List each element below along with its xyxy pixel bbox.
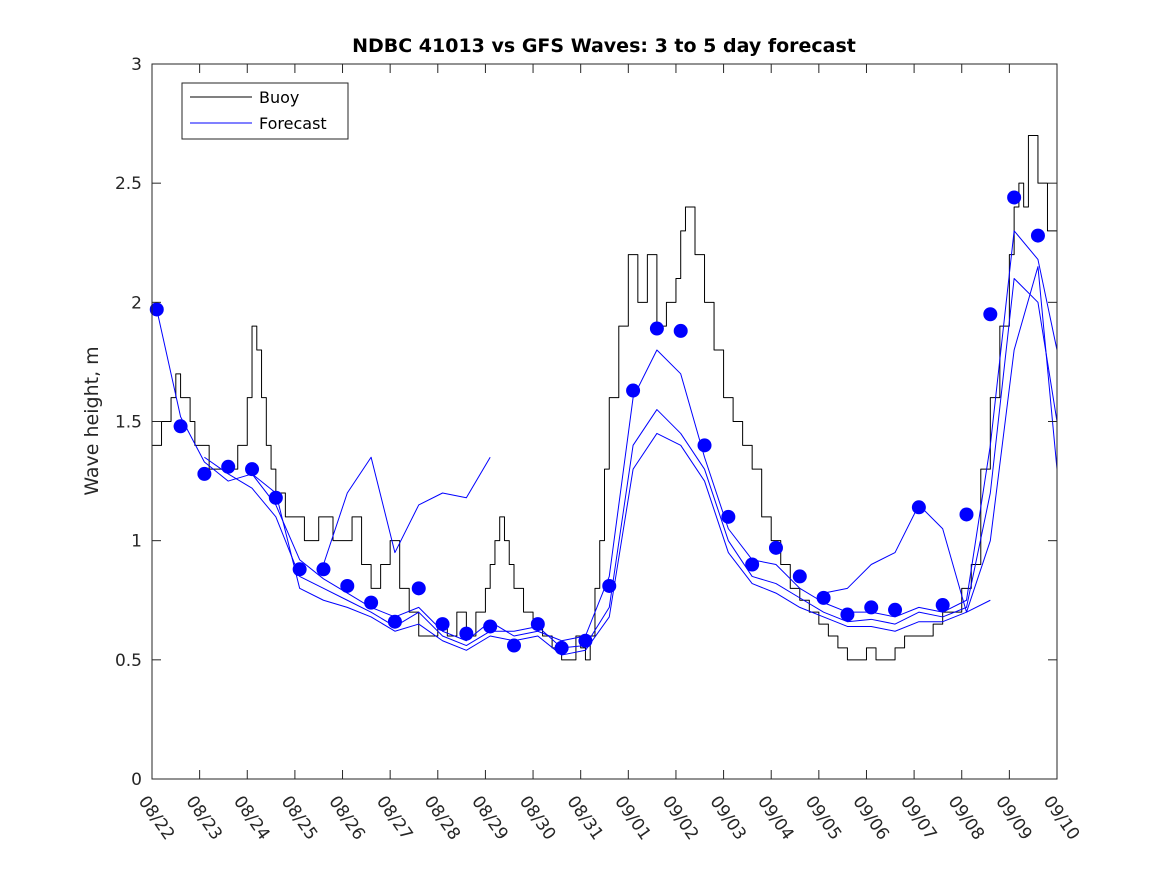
legend-buoy-label: Buoy [259,88,299,107]
forecast-line-4 [251,266,1058,656]
forecast-marker [483,619,498,634]
forecast-marker [1030,228,1045,243]
forecast-marker [364,595,379,610]
y-tick-label: 2 [131,293,142,313]
forecast-line-2 [156,230,1058,642]
forecast-marker [578,633,593,648]
marker-layer [149,190,1045,655]
y-tick-label: 0 [131,770,142,790]
forecast-marker [911,500,926,515]
forecast-marker [888,602,903,617]
y-tick-label: 1.5 [115,413,142,433]
forecast-marker [935,598,950,613]
plot-area [152,64,1057,779]
legend-forecast-label: Forecast [259,114,327,133]
forecast-marker [387,614,402,629]
forecast-marker [197,466,212,481]
forecast-marker [507,638,521,653]
forecast-marker [745,557,760,572]
series-layer [152,135,1058,661]
forecast-marker [292,562,307,577]
forecast-marker [673,323,688,338]
y-axis-label: Wave height, m [81,346,103,495]
forecast-marker [173,419,188,434]
forecast-marker [245,462,260,477]
forecast-marker [864,600,879,615]
forecast-line-5 [322,456,491,565]
forecast-marker [768,540,783,555]
forecast-marker [721,509,736,524]
forecast-marker [340,578,355,593]
forecast-marker [792,569,807,584]
forecast-marker [697,438,712,453]
forecast-marker [149,302,164,317]
forecast-marker [316,562,331,577]
forecast-marker [221,459,236,474]
forecast-line-6 [823,504,991,613]
forecast-marker [411,581,426,596]
legend-box [181,82,349,140]
y-tick-label: 1 [131,532,142,552]
forecast-line-3 [204,278,1058,649]
y-tick-label: 3 [131,55,142,75]
legend: Buoy Forecast [181,82,349,140]
chart-title: NDBC 41013 vs GFS Waves: 3 to 5 day fore… [352,35,856,57]
forecast-marker [840,607,855,622]
forecast-marker [435,617,450,632]
buoy-line [152,135,1058,661]
forecast-marker [459,626,474,641]
forecast-marker [816,590,831,605]
forecast-marker [983,307,998,322]
forecast-marker [602,578,617,593]
forecast-marker [530,617,545,632]
forecast-marker [268,490,283,505]
y-tick-label: 0.5 [115,651,142,671]
forecast-marker [626,383,641,398]
forecast-marker [1007,190,1022,205]
forecast-marker [959,507,974,522]
y-tick-label: 2.5 [115,174,142,194]
forecast-marker [554,640,569,655]
forecast-marker [649,321,664,336]
